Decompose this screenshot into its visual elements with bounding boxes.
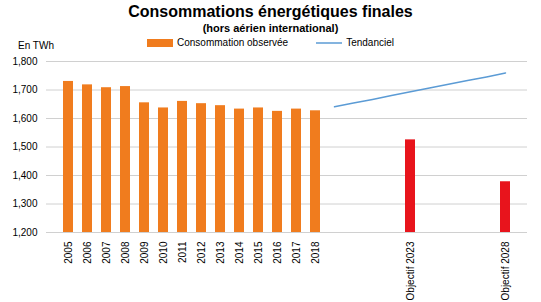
svg-text:1,800: 1,800 [12, 56, 37, 67]
svg-text:1,700: 1,700 [12, 84, 37, 95]
svg-text:2014: 2014 [234, 241, 245, 264]
html-text:Consommation observée: Consommation observée [177, 37, 289, 48]
svg-text:1,200: 1,200 [12, 227, 37, 238]
html-text:Tendanciel: Tendanciel [346, 37, 394, 48]
svg-text:1,400: 1,400 [12, 170, 37, 181]
svg-text:2005: 2005 [63, 241, 74, 264]
svg-text:2011: 2011 [177, 241, 188, 263]
svg-text:2017: 2017 [291, 241, 302, 264]
svg-text:2015: 2015 [253, 241, 264, 264]
svg-text:2018: 2018 [310, 241, 321, 264]
html-text:Consommations énergétiques fin: Consommations énergétiques finales [128, 3, 413, 20]
svg-text:2006: 2006 [82, 241, 93, 264]
svg-text:1,300: 1,300 [12, 198, 37, 209]
html-text:En TWh: En TWh [18, 40, 54, 51]
svg-text:2012: 2012 [196, 241, 207, 264]
svg-text:1,600: 1,600 [12, 113, 37, 124]
svg-text:2013: 2013 [215, 241, 226, 264]
html-text:(hors aérien international): (hors aérien international) [202, 22, 339, 34]
svg-text:2007: 2007 [101, 241, 112, 264]
svg-text:Objectif 2023: Objectif 2023 [405, 241, 416, 300]
svg-text:2008: 2008 [120, 241, 131, 264]
svg-text:2009: 2009 [139, 241, 150, 264]
svg-text:2016: 2016 [272, 241, 283, 264]
svg-text:Objectif 2028: Objectif 2028 [500, 241, 511, 300]
svg-text:1,500: 1,500 [12, 141, 37, 152]
svg-text:2010: 2010 [158, 241, 169, 264]
